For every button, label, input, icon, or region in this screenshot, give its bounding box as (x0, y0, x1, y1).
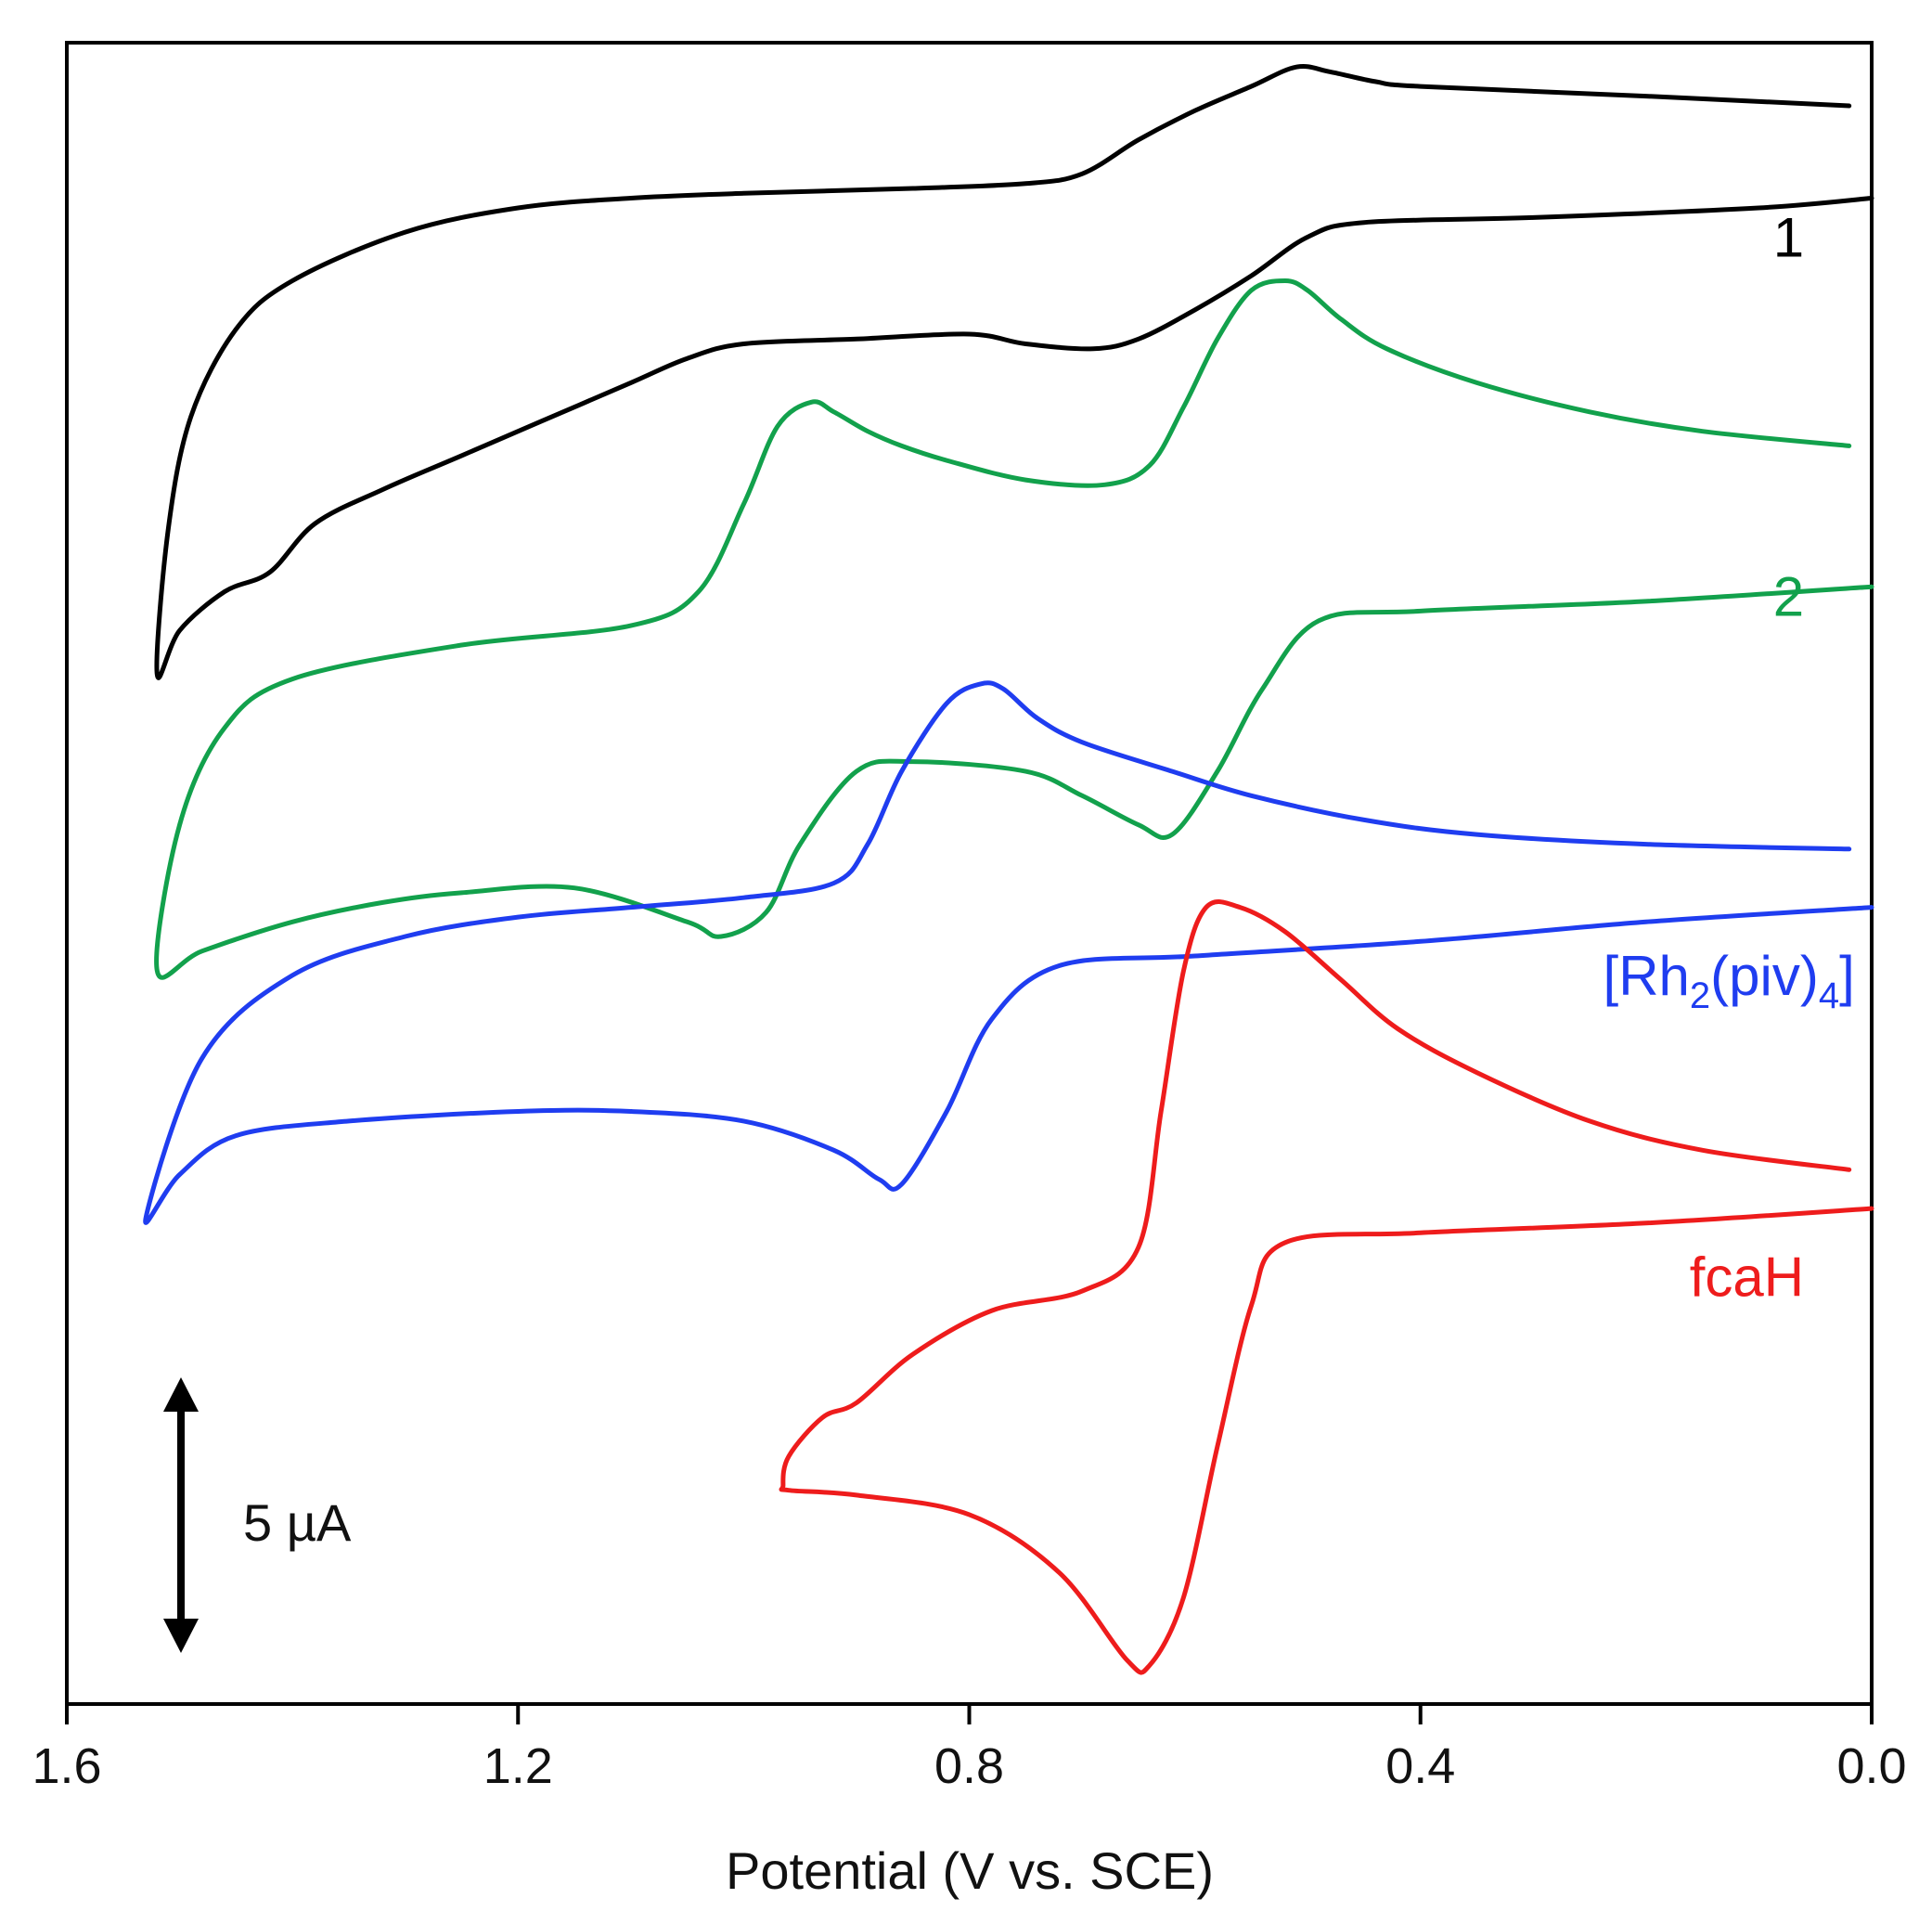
series-line-2 (143, 680, 1874, 1225)
scale-bar-arrow-up-icon (163, 1377, 199, 1412)
x-axis-title: Potential (V vs. SCE) (726, 1841, 1214, 1900)
series-labels: 1 2 [Rh2(piv)4] fcaH (1604, 206, 1855, 1308)
x-ticks: 1.6 1.2 0.8 0.4 0.0 (32, 1704, 1907, 1794)
series-label-3: fcaH (1690, 1246, 1804, 1308)
x-tick-label: 0.4 (1385, 1738, 1455, 1794)
series-label-2: [Rh2(piv)4] (1604, 945, 1855, 1016)
x-tick-label: 0.0 (1836, 1738, 1906, 1794)
series-line-0 (154, 64, 1874, 680)
plot-frame (65, 41, 1874, 1706)
series-line-3 (779, 899, 1874, 1675)
x-tick-label: 1.2 (483, 1738, 553, 1794)
scale-bar-label: 5 µA (243, 1493, 352, 1552)
series-curves (143, 64, 1874, 1675)
x-tick-label: 1.6 (32, 1738, 101, 1794)
x-tick-label: 0.8 (934, 1738, 1004, 1794)
scale-bar-arrow-down-icon (163, 1619, 199, 1653)
series-label-1: 2 (1773, 566, 1804, 628)
scale-bar: 5 µA (163, 1377, 352, 1653)
series-line-1 (154, 278, 1874, 980)
series-label-0: 1 (1773, 206, 1804, 268)
